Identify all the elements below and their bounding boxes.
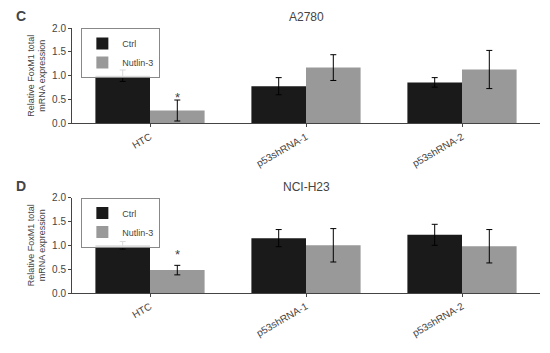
svg-text:Relative FoxM1 totalmRNA expre: Relative FoxM1 totalmRNA expression <box>26 204 48 286</box>
svg-text:p53shRNA-2: p53shRNA-2 <box>410 131 465 169</box>
svg-text:1.5: 1.5 <box>52 216 66 227</box>
svg-text:2.0: 2.0 <box>52 23 66 34</box>
svg-text:Relative FoxM1 totalmRNA expre: Relative FoxM1 totalmRNA expression <box>26 35 48 117</box>
svg-text:0.5: 0.5 <box>52 264 66 275</box>
svg-text:1.0: 1.0 <box>52 240 66 251</box>
svg-text:Ctrl: Ctrl <box>122 209 136 219</box>
svg-text:0.0: 0.0 <box>52 288 66 299</box>
svg-text:p53shRNA-2: p53shRNA-2 <box>410 300 465 338</box>
svg-text:*: * <box>175 90 180 105</box>
svg-text:p53shRNA-1: p53shRNA-1 <box>254 131 309 169</box>
svg-text:A2780: A2780 <box>289 10 324 24</box>
svg-text:Ctrl: Ctrl <box>122 39 136 49</box>
svg-text:D: D <box>16 178 26 194</box>
svg-text:C: C <box>16 8 26 24</box>
svg-text:Nutlin-3: Nutlin-3 <box>122 228 153 238</box>
svg-text:p53shRNA-1: p53shRNA-1 <box>254 300 309 338</box>
svg-text:Nutlin-3: Nutlin-3 <box>122 58 153 68</box>
svg-text:0.0: 0.0 <box>52 118 66 129</box>
svg-text:2.0: 2.0 <box>52 192 66 203</box>
svg-text:1.0: 1.0 <box>52 70 66 81</box>
svg-text:NCI-H23: NCI-H23 <box>283 180 330 194</box>
svg-text:HTC: HTC <box>130 131 153 151</box>
svg-text:0.5: 0.5 <box>52 94 66 105</box>
svg-text:*: * <box>175 247 180 262</box>
svg-text:HTC: HTC <box>130 301 153 321</box>
svg-text:1.5: 1.5 <box>52 46 66 57</box>
